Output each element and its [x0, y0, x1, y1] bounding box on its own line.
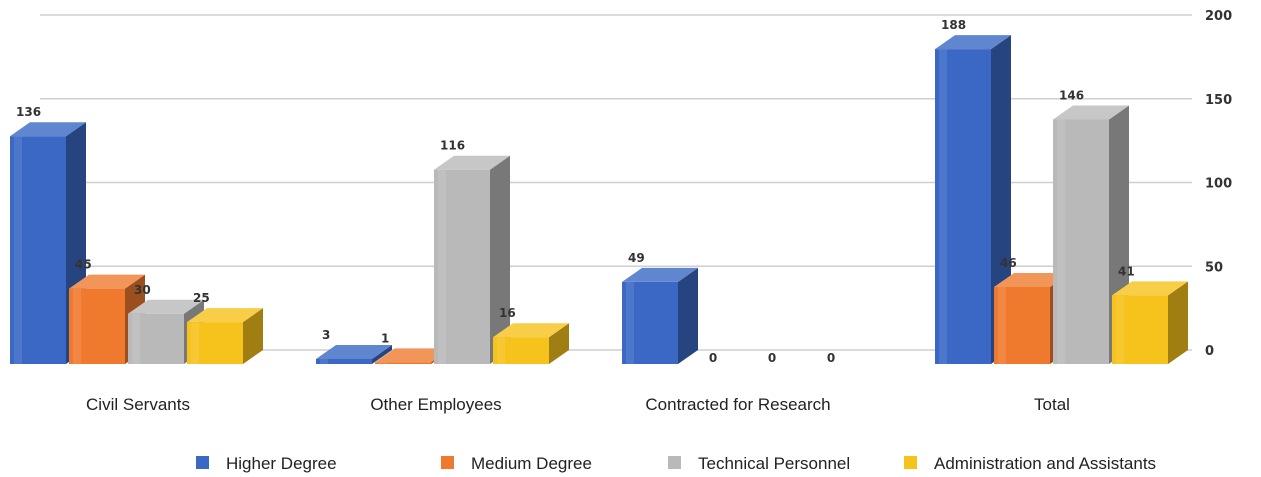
y-tick-label: 100 [1205, 177, 1232, 192]
legend: Higher Degree Medium Degree Technical Pers… [196, 454, 1156, 473]
data-label: 45 [75, 258, 92, 272]
bars [10, 35, 1188, 364]
data-label: 136 [16, 105, 41, 119]
data-label: 49 [628, 251, 645, 265]
bar [622, 267, 698, 364]
legend-swatch [441, 456, 454, 469]
y-tick-label: 200 [1205, 9, 1232, 24]
data-label: 46 [1000, 256, 1017, 270]
legend-swatch [196, 456, 209, 469]
data-label: 25 [193, 291, 210, 305]
y-tick-label: 50 [1205, 260, 1223, 275]
data-label: 41 [1118, 264, 1135, 278]
legend-label: Technical Personnel [698, 454, 850, 473]
category-label: Total [1034, 395, 1070, 414]
bar [1112, 281, 1188, 364]
category-labels: Civil Servants Other Employees Contracted … [86, 395, 1070, 414]
legend-label: Administration and Assistants [934, 454, 1156, 473]
data-label: 3 [322, 328, 330, 342]
legend-swatch [904, 456, 917, 469]
y-tick-label: 0 [1205, 344, 1214, 359]
data-label: 188 [941, 18, 966, 32]
y-axis-ticks: 0 50 100 150 200 [1205, 9, 1232, 359]
data-label: 116 [440, 139, 465, 153]
bar [128, 299, 204, 364]
legend-item: Administration and Assistants [904, 454, 1156, 473]
legend-item: Technical Personnel [668, 454, 850, 473]
category-label: Other Employees [370, 395, 501, 414]
data-labels: 136 45 30 25 3 1 116 16 49 0 0 0 188 46 146 41 [16, 18, 1135, 365]
category-label: Civil Servants [86, 395, 190, 414]
data-label: 0 [768, 351, 776, 365]
data-label: 1 [381, 331, 389, 345]
bar [493, 323, 569, 364]
data-label: 0 [827, 351, 835, 365]
bar [1053, 105, 1129, 364]
legend-label: Medium Degree [471, 454, 592, 473]
y-tick-label: 150 [1205, 93, 1232, 108]
legend-item: Medium Degree [441, 454, 592, 473]
legend-swatch [668, 456, 681, 469]
bar [316, 344, 392, 364]
data-label: 146 [1059, 88, 1084, 102]
data-label: 0 [709, 351, 717, 365]
legend-label: Higher Degree [226, 454, 337, 473]
bar [434, 155, 510, 364]
bar [187, 308, 263, 364]
legend-item: Higher Degree [196, 454, 337, 473]
category-label: Contracted for Research [645, 395, 830, 414]
data-label: 16 [499, 306, 516, 320]
data-label: 30 [134, 283, 151, 297]
